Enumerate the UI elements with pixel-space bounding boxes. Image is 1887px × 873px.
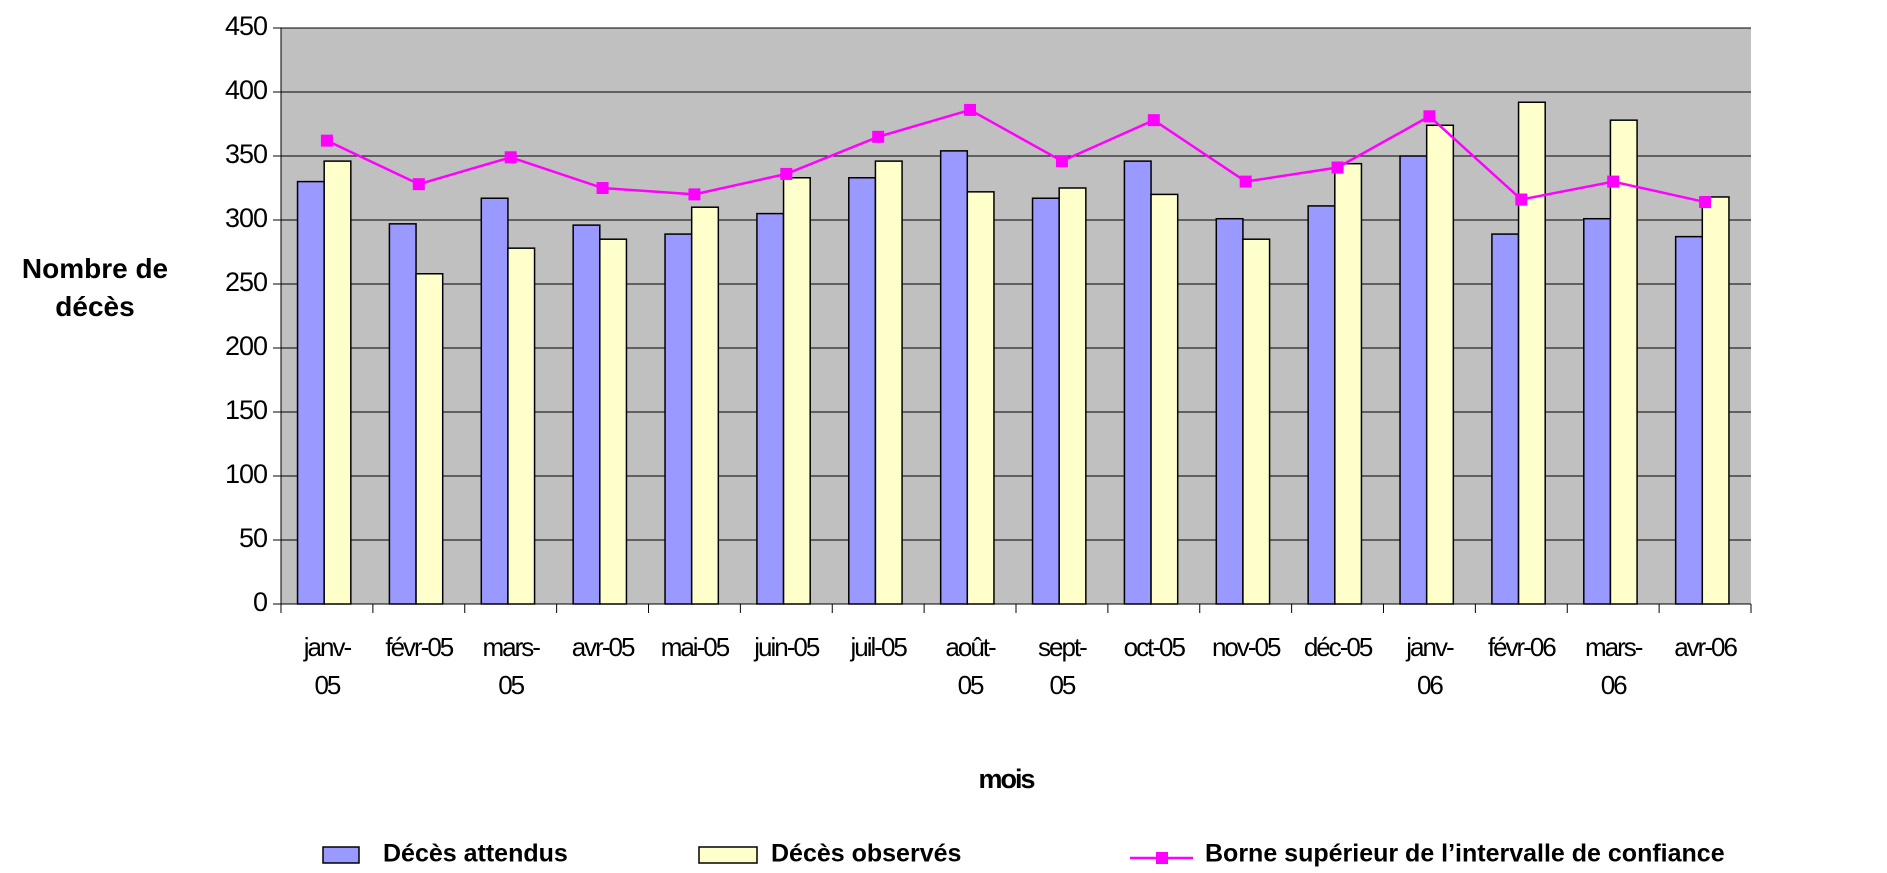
y-tick-label: 200 xyxy=(225,331,267,361)
line-marker xyxy=(1331,161,1344,174)
bar xyxy=(480,197,509,605)
bar xyxy=(323,160,352,605)
bar xyxy=(1307,205,1336,605)
y-tick-label: 300 xyxy=(225,203,267,233)
x-tick-label: juil-05 xyxy=(850,632,908,662)
x-tick-label: août-05 xyxy=(945,632,996,700)
legend-label: Décès attendus xyxy=(383,840,568,868)
bar xyxy=(874,160,903,605)
line xyxy=(326,108,1706,204)
y-tick-label: 250 xyxy=(225,267,267,297)
x-tick-label: mars-05 xyxy=(482,632,540,700)
bar xyxy=(1215,217,1244,605)
x-axis-label: mois xyxy=(978,764,1034,794)
x-tick-label: févr-05 xyxy=(385,632,454,662)
bar xyxy=(296,180,325,605)
x-tick-label: janv-05 xyxy=(303,632,352,700)
bar xyxy=(782,177,811,605)
bar xyxy=(756,212,785,605)
y-tick-label: 50 xyxy=(239,523,267,553)
bar xyxy=(1491,233,1520,605)
line-marker xyxy=(1699,196,1712,209)
line-marker xyxy=(688,188,701,201)
x-tick-label: mars-06 xyxy=(1584,632,1643,700)
bar xyxy=(1425,124,1455,605)
line-marker xyxy=(1055,155,1068,168)
line-marker xyxy=(320,134,333,147)
bar xyxy=(1334,162,1363,605)
y-tick-label: 350 xyxy=(225,139,267,169)
y-tick-label: 100 xyxy=(225,459,267,489)
legend-label: Décès observés xyxy=(771,840,961,868)
bar xyxy=(1123,160,1152,605)
bar xyxy=(1701,196,1730,605)
legend-swatch xyxy=(322,846,360,864)
bar xyxy=(1242,238,1271,605)
line-marker xyxy=(1147,114,1160,127)
line-marker xyxy=(412,178,425,191)
x-tick-label: avr-05 xyxy=(571,632,636,662)
x-tick-label: févr-06 xyxy=(1487,632,1557,662)
x-tick-label: juin-05 xyxy=(754,632,820,662)
line-marker xyxy=(780,167,793,180)
bar xyxy=(1399,155,1428,605)
line-marker xyxy=(1239,175,1252,188)
bar xyxy=(388,223,417,605)
legend-swatch xyxy=(1156,852,1168,864)
bar xyxy=(966,191,995,605)
x-tick-label: oct-05 xyxy=(1123,632,1186,662)
line-marker xyxy=(872,130,885,143)
bar xyxy=(1031,197,1060,605)
bar xyxy=(507,247,536,605)
line-marker xyxy=(596,182,609,194)
x-tick-label: mai-05 xyxy=(660,632,730,662)
bar xyxy=(939,150,969,605)
line-marker xyxy=(1607,175,1620,188)
x-tick-label: nov-05 xyxy=(1211,632,1282,662)
legend-label: Borne supérieur de l’intervalle de confi… xyxy=(1205,840,1725,868)
x-tick-label: déc-05 xyxy=(1303,632,1374,662)
legend-swatch xyxy=(698,846,758,864)
y-tick-label: 0 xyxy=(253,587,267,617)
x-tick-label: avr-06 xyxy=(1674,632,1738,662)
bar xyxy=(572,224,601,605)
x-tick-label: sept-05 xyxy=(1038,632,1088,700)
bar xyxy=(1517,101,1546,605)
bar xyxy=(1058,187,1087,605)
bar xyxy=(690,206,720,605)
line-marker xyxy=(504,151,517,164)
line-marker xyxy=(1423,110,1436,123)
bar xyxy=(1150,193,1179,605)
y-tick-label: 150 xyxy=(225,395,267,425)
bar xyxy=(1583,217,1612,605)
y-tick-label: 400 xyxy=(225,75,267,105)
bar xyxy=(1674,235,1704,605)
x-tick-label: janv-06 xyxy=(1406,632,1454,700)
y-axis-label: Nombre de décès xyxy=(21,253,169,322)
bar xyxy=(599,238,628,605)
y-tick-label: 450 xyxy=(225,11,267,41)
bar xyxy=(848,177,877,605)
bar xyxy=(1609,119,1638,605)
bar xyxy=(415,273,444,605)
bar xyxy=(664,233,693,605)
line-marker xyxy=(1515,193,1528,206)
line-marker xyxy=(964,103,977,116)
